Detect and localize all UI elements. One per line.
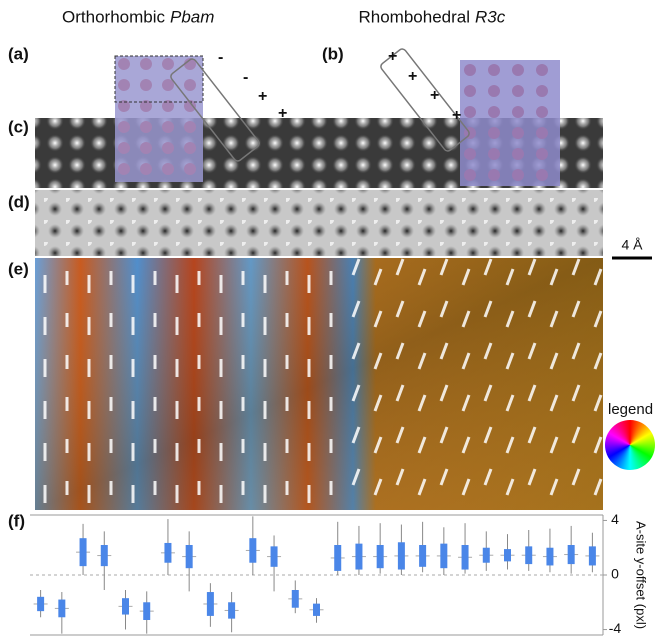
- box: [313, 604, 320, 616]
- box: [568, 545, 575, 564]
- title-right-group: R3c: [475, 7, 506, 26]
- panel-label: (e): [8, 259, 29, 278]
- panel-label: (a): [8, 44, 29, 63]
- box: [483, 548, 490, 563]
- title-right: Rhombohedral: [358, 7, 470, 26]
- box: [440, 544, 447, 569]
- sign: +: [388, 48, 397, 65]
- box: [589, 546, 596, 565]
- figure: 4 Å legend Orthorhombic Pbam Rhombohedra…: [0, 0, 656, 641]
- color-wheel: [605, 420, 655, 470]
- box: [207, 592, 214, 616]
- panel-label: (f): [8, 511, 25, 530]
- box: [101, 545, 108, 566]
- sign: +: [430, 87, 439, 104]
- box: [292, 590, 299, 608]
- sign: -: [218, 49, 223, 66]
- box: [546, 548, 553, 566]
- sign: -: [243, 69, 248, 86]
- sign: +: [408, 68, 417, 85]
- figure-canvas: 4 Å legend Orthorhombic Pbam Rhombohedra…: [0, 0, 656, 641]
- box: [58, 600, 65, 618]
- box: [80, 538, 87, 566]
- sign: +: [258, 88, 267, 105]
- box: [398, 542, 405, 569]
- legend-title: legend: [608, 401, 653, 418]
- structure-a: [115, 56, 203, 182]
- box: [249, 538, 256, 563]
- box: [525, 546, 532, 564]
- box: [186, 545, 193, 568]
- box: [228, 602, 235, 618]
- image-e-overlay: [35, 258, 603, 510]
- chart-f: -4 0 4 A-site y-offset (pxl): [30, 511, 649, 636]
- box: [143, 602, 150, 620]
- box: [377, 545, 384, 568]
- image-d: [35, 190, 603, 256]
- box: [419, 545, 426, 567]
- box: [355, 544, 362, 570]
- y-axis-label: A-site y-offset (pxl): [634, 521, 649, 629]
- box: [164, 543, 171, 563]
- sign: +: [278, 105, 287, 122]
- y-tick-label: -4: [609, 620, 622, 636]
- sign: +: [452, 107, 461, 124]
- structure-b: [460, 60, 560, 186]
- box: [37, 597, 44, 611]
- box: [271, 546, 278, 566]
- box: [462, 545, 469, 570]
- title-left-group: Pbam: [170, 7, 214, 26]
- box: [122, 598, 129, 614]
- panel-label: (c): [8, 117, 29, 136]
- scale-label: 4 Å: [621, 237, 643, 253]
- title-left: Orthorhombic: [62, 7, 165, 26]
- y-tick-label: 0: [611, 566, 619, 582]
- panel-label: (b): [322, 44, 344, 63]
- y-tick-label: 4: [611, 511, 619, 527]
- box: [504, 549, 511, 561]
- panel-label: (d): [8, 192, 30, 211]
- box: [334, 545, 341, 571]
